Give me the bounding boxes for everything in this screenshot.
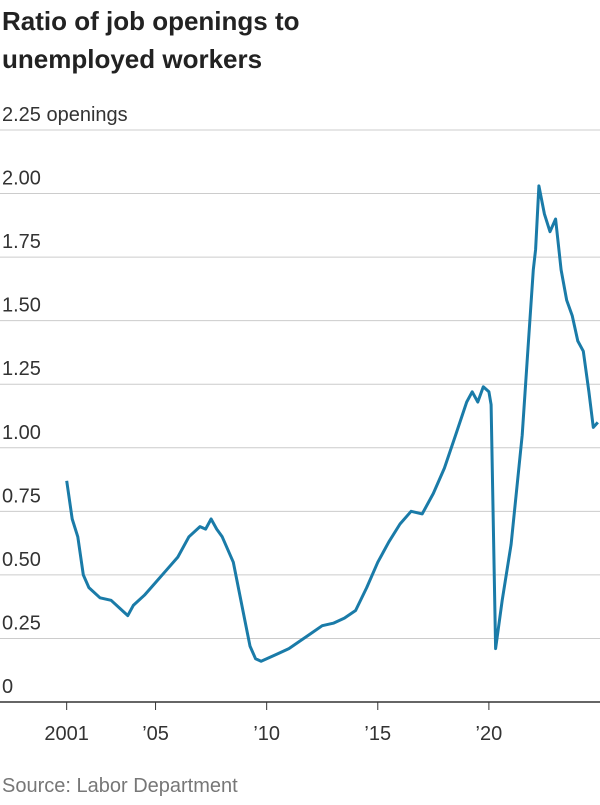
y-tick-label: 1.25 [2,358,41,380]
y-tick-label: 1.50 [2,295,41,317]
y-tick-label: 0.25 [2,612,41,634]
x-tick-label: ’20 [476,723,503,745]
y-tick-label: 1.75 [2,231,41,253]
x-tick-label: 2001 [44,723,89,745]
chart-title-text: unemployed workers [2,44,262,74]
y-tick-label: 0 [2,676,13,698]
chart-title: Ratio of job openings to unemployed worke… [2,6,300,74]
y-tick-label: 0.75 [2,485,41,507]
y-tick-label: 2.00 [2,168,41,190]
y-tick-label: 1.00 [2,422,41,444]
source: Source: Labor Department [2,775,238,797]
y-tick-label: 0.50 [2,549,41,571]
chart-title-text: Ratio of job openings to [2,6,300,36]
x-tick-label: ’05 [142,723,169,745]
y-tick-label: 2.25 openings [2,104,128,126]
data-line [65,184,599,663]
x-tick-label: ’15 [364,723,391,745]
x-tick-label: ’10 [253,723,280,745]
